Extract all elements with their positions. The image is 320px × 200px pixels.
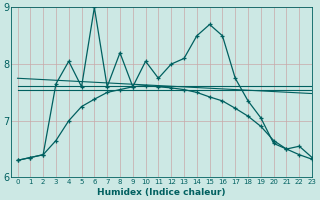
- X-axis label: Humidex (Indice chaleur): Humidex (Indice chaleur): [97, 188, 226, 197]
